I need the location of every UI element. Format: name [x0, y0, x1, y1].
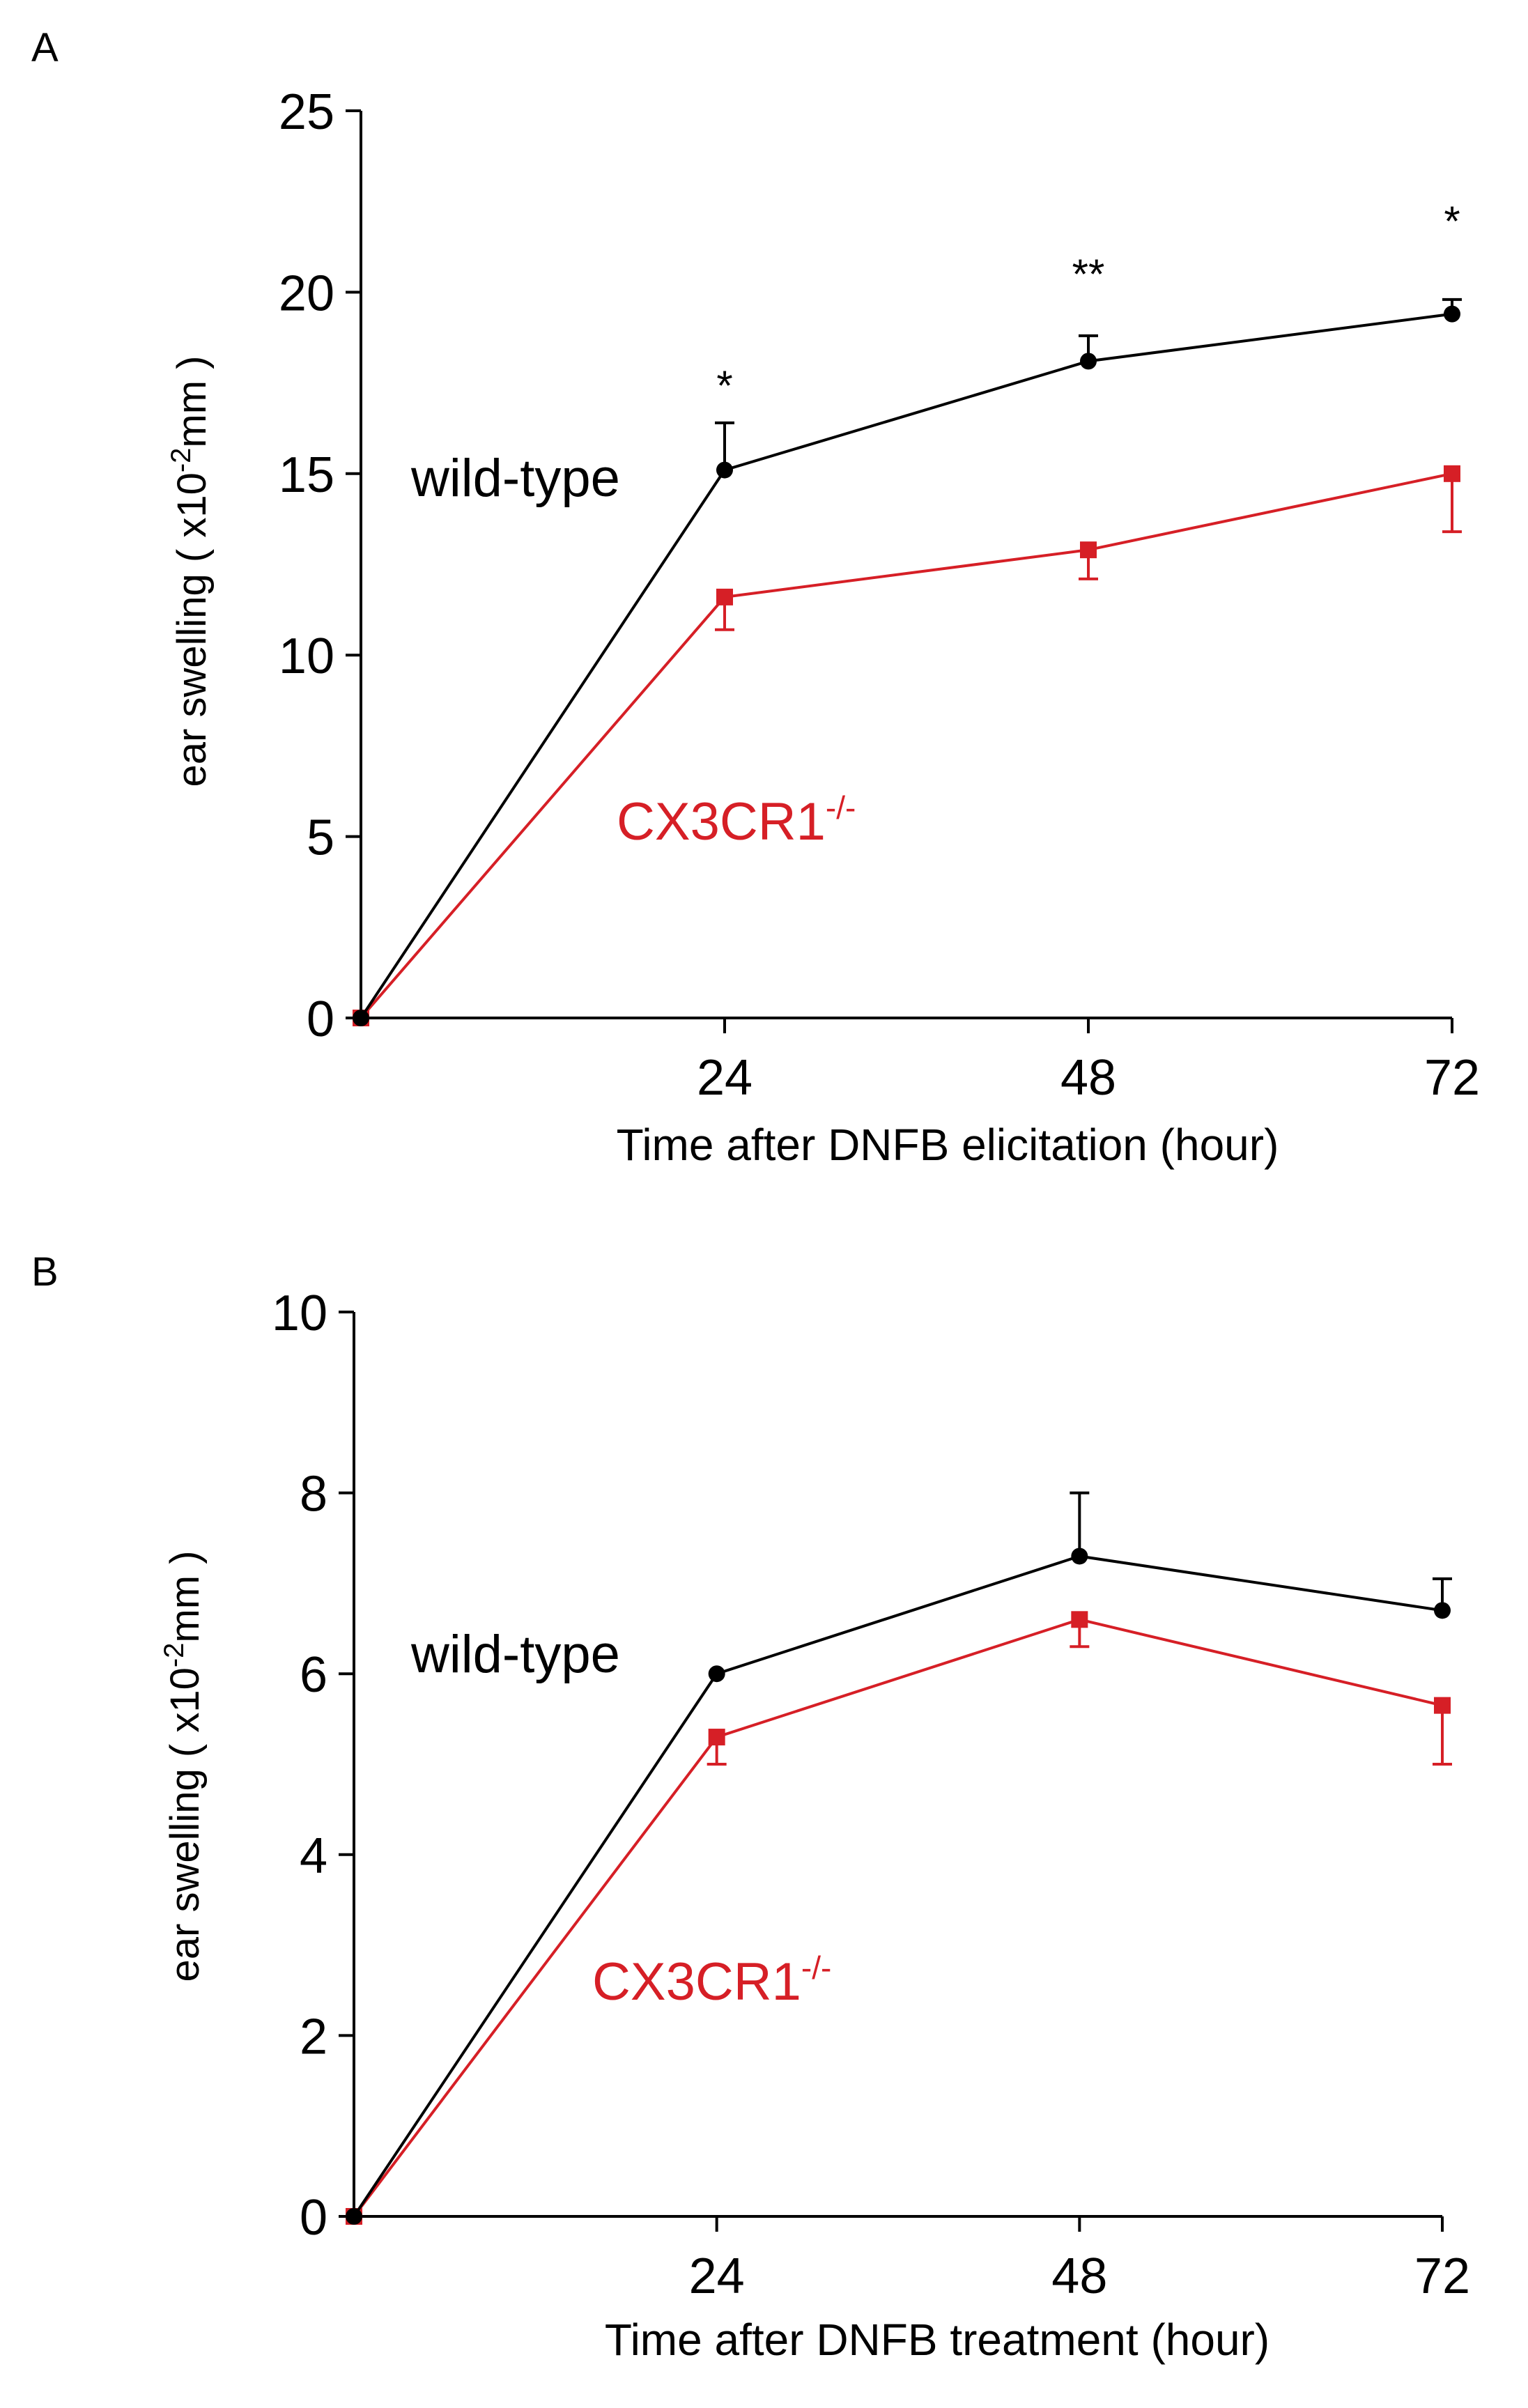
legend-wild-type: wild-type: [410, 1625, 620, 1684]
data-point: [708, 1665, 725, 1683]
y-tick-label: 25: [279, 84, 334, 140]
series-line-cx3cr1: [360, 472, 1453, 1019]
x-axis-label: Time after DNFB elicitation (hour): [617, 1120, 1279, 1170]
x-tick-label: 24: [689, 2248, 745, 2304]
legend-wild-type: wild-type: [410, 449, 620, 508]
y-tick-label: 15: [279, 447, 334, 503]
legend-cx3cr1: CX3CR1-/-: [592, 1950, 831, 2012]
data-point: [708, 1729, 725, 1746]
y-tick-label: 5: [307, 810, 334, 866]
legend-cx3cr1: CX3CR1-/-: [617, 789, 856, 851]
data-point: [346, 2208, 362, 2225]
data-point: [1434, 1602, 1451, 1619]
data-point: [1434, 1697, 1451, 1714]
series-line-wild-type: [353, 1554, 1443, 2218]
y-tick-label: 2: [300, 2009, 327, 2064]
y-axis-label: ear swelling ( x10-2mm ): [166, 356, 215, 787]
x-tick-label: 24: [697, 1050, 753, 1106]
y-axis-label: ear swelling ( x10-2mm ): [159, 1551, 208, 1982]
series-line-wild-type: [360, 312, 1453, 1019]
significance-marker: **: [1072, 251, 1105, 298]
panel-letter: A: [31, 25, 59, 70]
x-axis-label: Time after DNFB treatment (hour): [605, 2315, 1270, 2365]
y-tick-label: 0: [300, 2190, 327, 2246]
x-tick-label: 72: [1424, 1050, 1480, 1106]
data-point: [1071, 1611, 1088, 1628]
data-point: [1080, 541, 1097, 559]
x-tick-label: 48: [1060, 1050, 1116, 1106]
y-tick-label: 10: [279, 628, 334, 684]
x-tick-label: 48: [1051, 2248, 1107, 2304]
significance-marker: *: [716, 362, 732, 409]
chart-panel-a: A 0 5 10 15 20 25 24 48 72 Time after DNFB elicita…: [31, 25, 1480, 1170]
y-tick-label: 0: [307, 991, 334, 1047]
series-line-cx3cr1: [353, 1618, 1443, 2218]
y-tick-label: 4: [300, 1828, 327, 1884]
y-tick-label: 8: [300, 1467, 327, 1522]
y-tick-label: 10: [272, 1286, 327, 1341]
panel-letter: B: [31, 1249, 59, 1295]
y-tick-label: 20: [279, 265, 334, 321]
significance-marker: *: [1444, 198, 1460, 245]
data-point: [716, 588, 733, 605]
data-point: [1444, 465, 1460, 482]
x-tick-label: 72: [1414, 2248, 1470, 2304]
data-point: [1080, 353, 1097, 370]
data-point: [716, 461, 733, 479]
data-point: [1444, 305, 1460, 323]
data-point: [1071, 1548, 1088, 1565]
y-tick-label: 6: [300, 1647, 327, 1703]
data-point: [353, 1010, 369, 1026]
